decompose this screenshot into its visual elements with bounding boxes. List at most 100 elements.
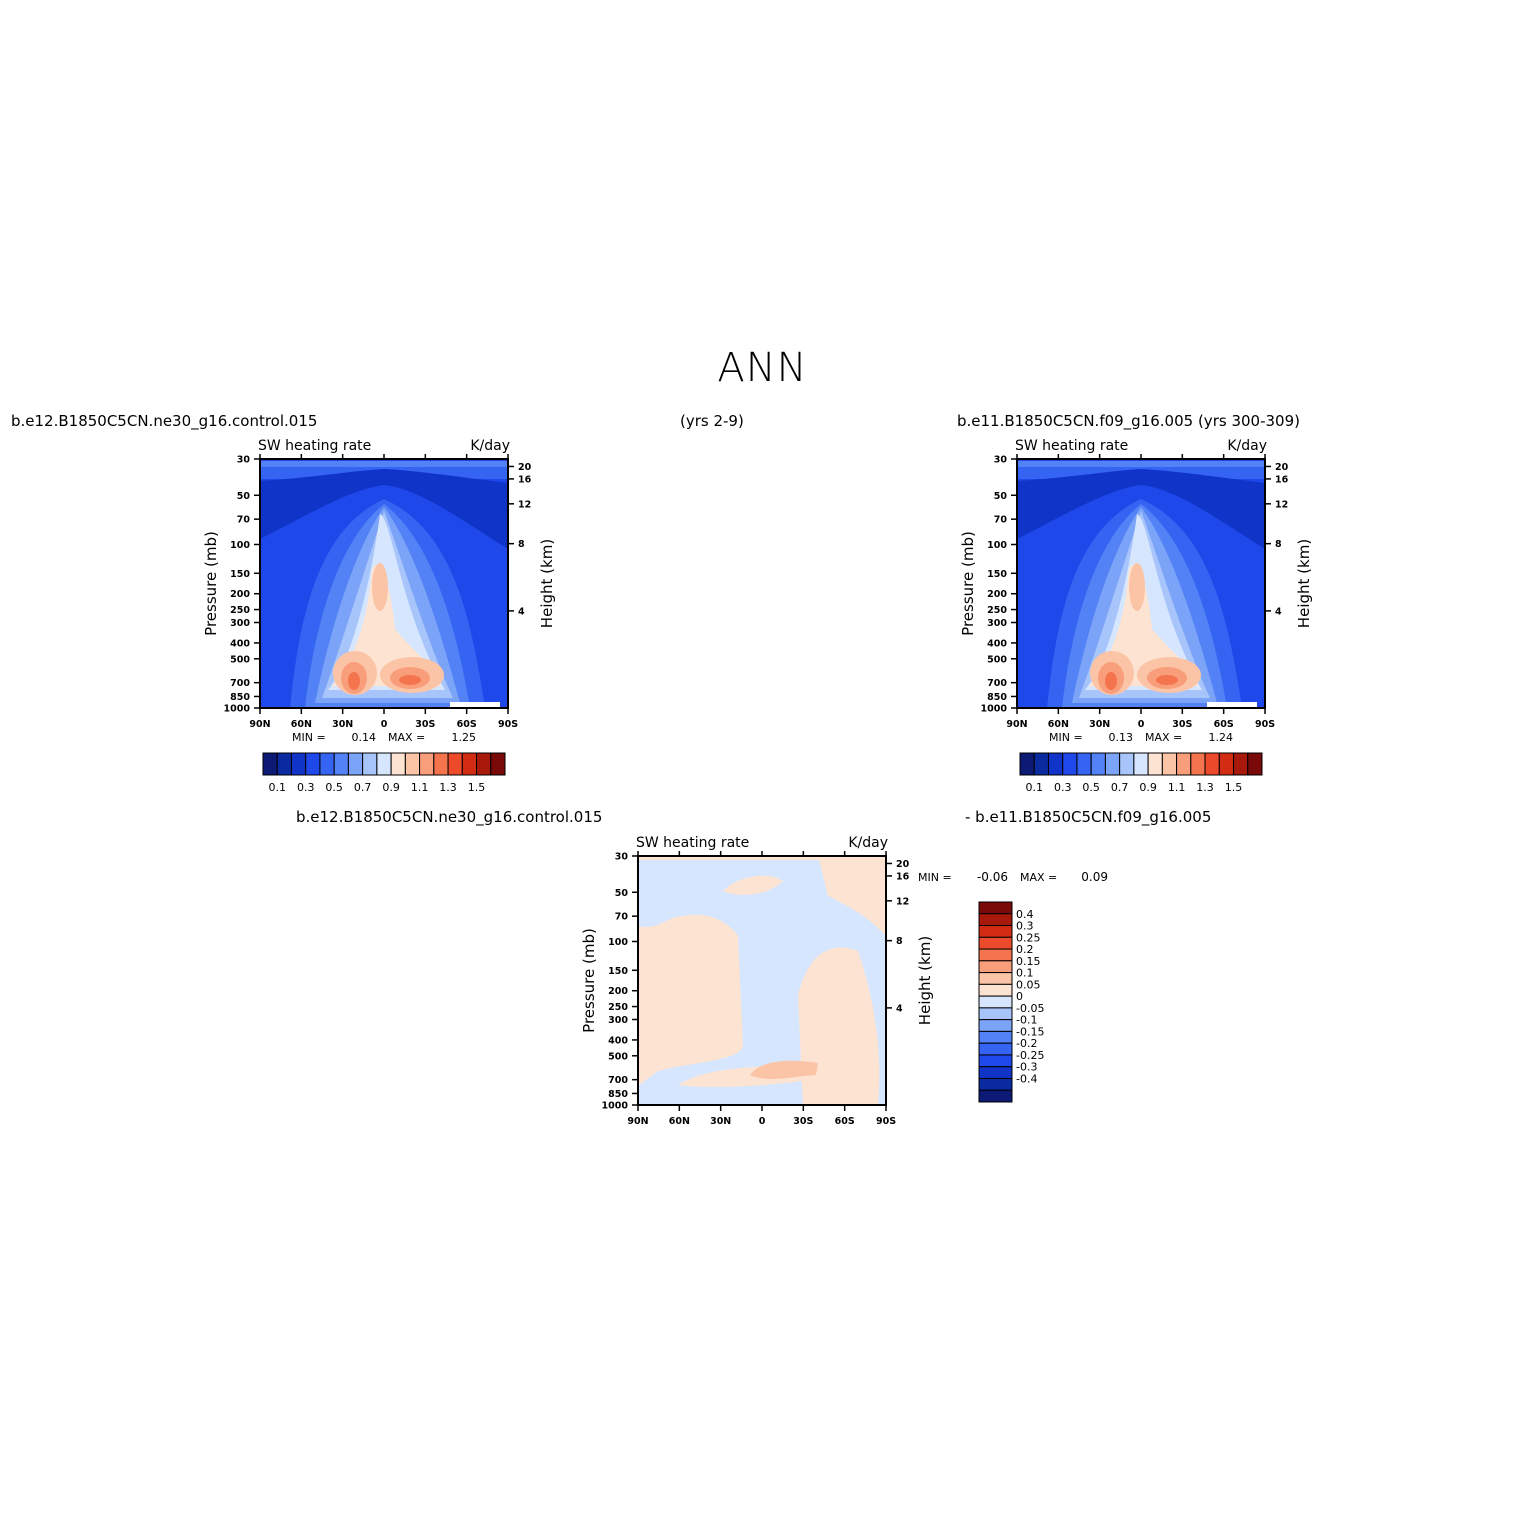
- colorbar-label: -0.2: [1016, 1037, 1037, 1050]
- colorbar-label: 0.5: [1082, 781, 1100, 794]
- x-tick-label: 0: [759, 1116, 766, 1127]
- colorbar-label: -0.15: [1016, 1025, 1044, 1038]
- height-tick-label: 12: [518, 499, 531, 510]
- height-tick-label: 8: [896, 936, 903, 947]
- colorbar-box: [362, 752, 378, 776]
- contour-fill-core: [372, 563, 388, 611]
- colorbar-box: [1161, 752, 1178, 776]
- y-tick-label: 100: [230, 540, 250, 551]
- colorbar-box: [1247, 752, 1263, 776]
- y-tick-label: 500: [230, 654, 250, 665]
- max-label: MAX =: [1020, 871, 1057, 884]
- colorbar-label: 1.1: [411, 781, 429, 794]
- colorbar-box: [978, 1089, 1013, 1103]
- colorbar-box: [1190, 752, 1206, 776]
- colorbar-box: [305, 752, 321, 776]
- height-tick-label: 8: [518, 539, 525, 550]
- colorbar-box: [1047, 752, 1064, 776]
- contour-fill-max-r: [1156, 675, 1178, 685]
- colorbar-label: 0.5: [325, 781, 343, 794]
- colorbar-box: [1104, 752, 1121, 776]
- x-tick-label: 60S: [1214, 719, 1234, 730]
- colorbar-box: [1019, 752, 1035, 776]
- colorbar-label: 0.7: [1111, 781, 1129, 794]
- min-value: -0.06: [977, 870, 1008, 884]
- colorbar-box: [1233, 752, 1249, 776]
- colorbar-box: [978, 995, 1013, 1009]
- max-label: MAX =: [1145, 731, 1182, 744]
- height-tick-label: 4: [1275, 606, 1282, 617]
- colorbar-label: 0.2: [1016, 943, 1034, 956]
- colorbar-box: [333, 752, 349, 776]
- colorbar-box: [1076, 752, 1092, 776]
- colorbar-label: 0.3: [1016, 920, 1034, 933]
- min-value: 0.13: [1109, 731, 1134, 744]
- y-axis-right-title: Height (km): [538, 539, 556, 628]
- height-tick-label: 4: [896, 1003, 903, 1014]
- units-label: K/day: [1227, 438, 1267, 454]
- contour-fill-top-band: [1017, 461, 1265, 471]
- panel-f09: 90N 60N 30N 0 30S 60S 90S 30 50 70 100 150 200 250 300…: [959, 438, 1313, 730]
- diff-right-title: - b.e11.B1850C5CN.f09_g16.005: [965, 808, 1212, 826]
- right-case-title: b.e11.B1850C5CN.f09_g16.005 (yrs 300-309…: [957, 412, 1300, 430]
- x-tick-label: 30N: [332, 719, 353, 730]
- y-tick-label: 150: [230, 569, 250, 580]
- height-tick-label: 16: [518, 474, 532, 485]
- x-tick-label: 60N: [1048, 719, 1069, 730]
- colorbar-label: -0.1: [1016, 1014, 1037, 1027]
- colorbar-box: [376, 752, 392, 776]
- colorbar-label: 0.1: [1016, 967, 1034, 980]
- y-tick-label: 150: [987, 569, 1007, 580]
- y-axis-title: Pressure (mb): [202, 531, 220, 636]
- y-tick-label: 50: [237, 491, 251, 502]
- x-tick-label: 90S: [1255, 719, 1275, 730]
- contour-fill-core: [1129, 563, 1145, 611]
- colorbar-box: [978, 1007, 1013, 1021]
- y-tick-label: 700: [608, 1075, 628, 1086]
- colorbar-box: [978, 1030, 1013, 1044]
- colorbar-box: [419, 752, 435, 776]
- colorbar-box: [978, 1066, 1013, 1079]
- max-value: 1.24: [1209, 731, 1234, 744]
- y-tick-label: 30: [237, 455, 251, 466]
- y-tick-label: 500: [608, 1051, 628, 1062]
- colorbar-box: [1133, 752, 1149, 776]
- colorbar-box: [978, 983, 1013, 997]
- height-tick-label: 20: [896, 859, 910, 870]
- colorbar-label: 0.7: [354, 781, 372, 794]
- y-tick-label: 1000: [224, 704, 251, 715]
- colorbar-box: [978, 948, 1013, 962]
- x-tick-label: 90S: [498, 719, 518, 730]
- colorbar-box: [461, 752, 478, 776]
- colorbar-box: [433, 752, 449, 776]
- min-label: MIN =: [1049, 731, 1083, 744]
- colorbar-box: [978, 1042, 1013, 1056]
- colorbar-box: [978, 925, 1013, 938]
- y-tick-label: 500: [987, 654, 1007, 665]
- colorbar-box: [1119, 752, 1135, 776]
- units-label: K/day: [848, 835, 888, 851]
- colorbar-box: [290, 752, 307, 776]
- colorbar-box: [978, 1054, 1013, 1068]
- x-tick-label: 60N: [669, 1116, 690, 1127]
- height-tick-label: 16: [896, 871, 910, 882]
- height-tick-label: 20: [1275, 462, 1289, 473]
- y-tick-label: 30: [994, 455, 1008, 466]
- height-tick-label: 12: [896, 896, 909, 907]
- x-tick-label: 60N: [291, 719, 312, 730]
- colorbar-label: 0.3: [1054, 781, 1072, 794]
- main-title: ANN: [717, 345, 808, 391]
- y-tick-label: 300: [230, 618, 250, 629]
- colorbar-box: [1147, 752, 1163, 776]
- height-tick-label: 20: [518, 462, 532, 473]
- colorbar-box: [319, 752, 335, 776]
- variable-label: SW heating rate: [1015, 438, 1128, 454]
- y-tick-label: 50: [994, 491, 1008, 502]
- x-tick-label: 30N: [1089, 719, 1110, 730]
- y-tick-label: 300: [608, 1015, 628, 1026]
- colorbar-label: 0.4: [1016, 908, 1034, 921]
- contour-fill-pos-max: [750, 1060, 818, 1080]
- y-tick-label: 150: [608, 966, 628, 977]
- y-tick-label: 70: [237, 515, 251, 526]
